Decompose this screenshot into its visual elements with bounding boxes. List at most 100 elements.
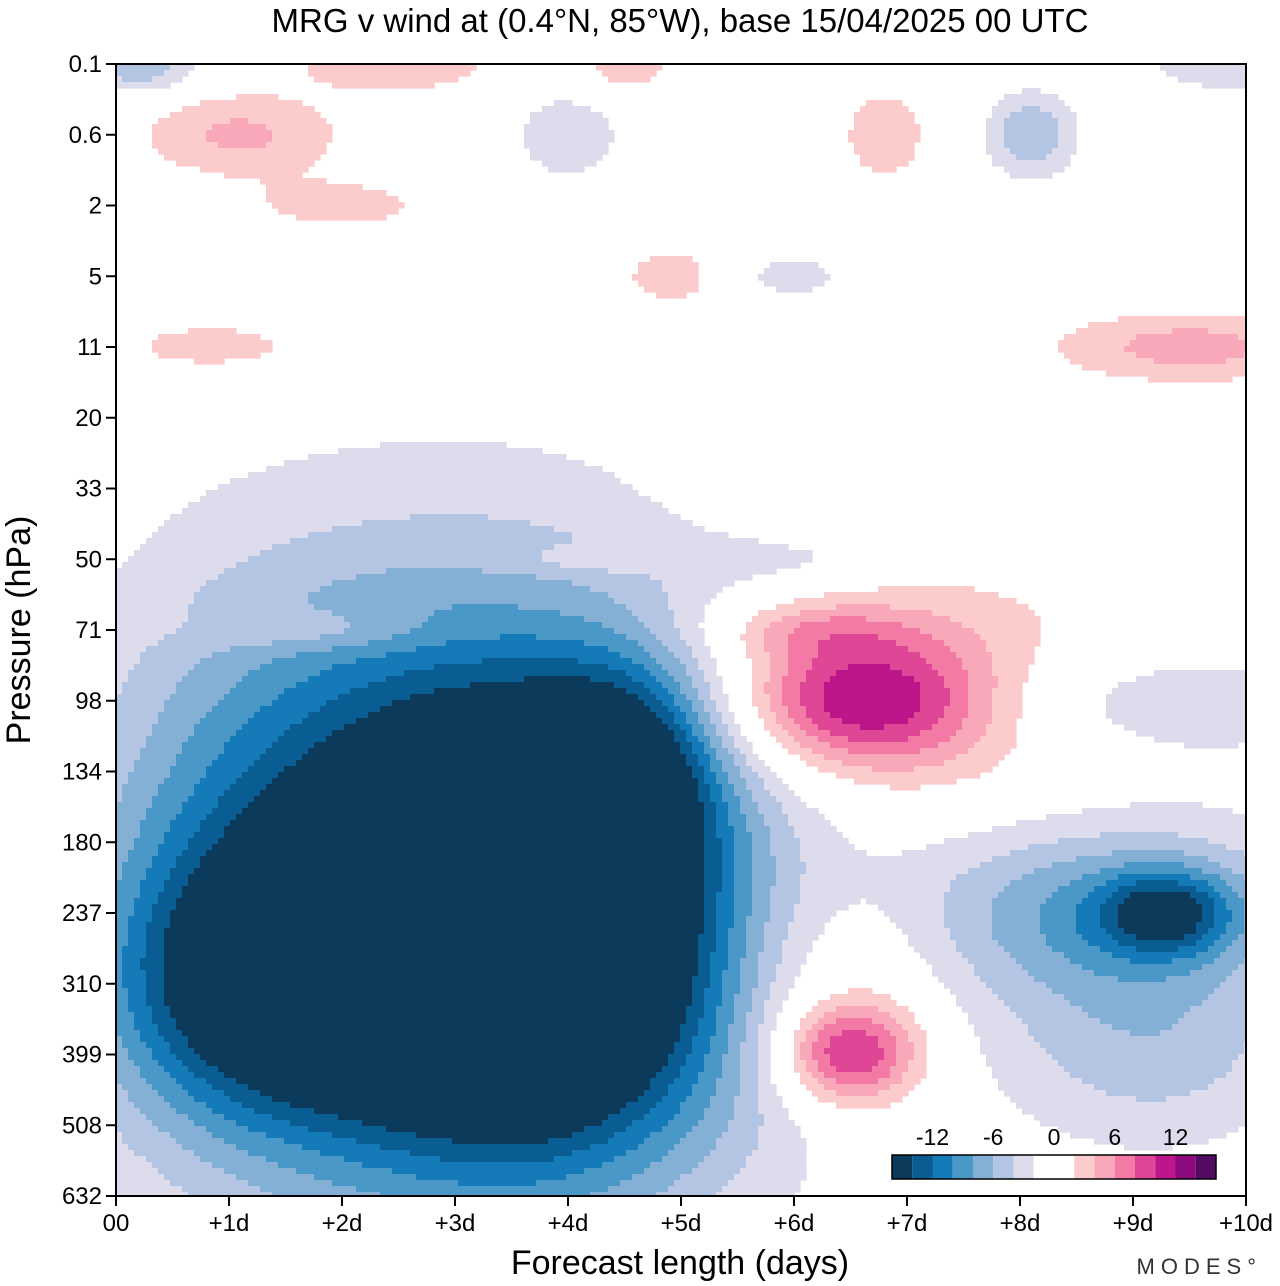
- field-cell: [134, 568, 141, 575]
- field-cell: [410, 616, 417, 623]
- field-cell: [1022, 160, 1029, 167]
- field-cell: [404, 532, 411, 539]
- field-cell: [296, 640, 303, 647]
- field-cell: [422, 454, 429, 461]
- field-cell: [272, 484, 279, 491]
- field-cell: [914, 124, 921, 131]
- field-cell: [152, 646, 159, 653]
- field-cell: [416, 532, 423, 539]
- field-cell: [452, 70, 459, 77]
- field-cell: [380, 448, 387, 455]
- field-cell: [164, 532, 171, 539]
- field-cell: [548, 616, 555, 623]
- field-cell: [752, 550, 759, 557]
- field-cell: [494, 640, 501, 647]
- field-cell: [128, 610, 135, 617]
- field-cell: [188, 136, 195, 143]
- field-cell: [572, 502, 579, 509]
- field-cell: [506, 514, 513, 521]
- field-cell: [560, 154, 567, 161]
- field-cell: [380, 622, 387, 629]
- field-cell: [890, 610, 897, 617]
- field-cell: [578, 148, 585, 155]
- field-cell: [1154, 376, 1161, 383]
- field-cell: [722, 580, 729, 587]
- field-cell: [650, 562, 657, 569]
- field-cell: [290, 550, 297, 557]
- field-cell: [206, 490, 213, 497]
- field-cell: [404, 76, 411, 83]
- field-cell: [194, 634, 201, 641]
- field-cell: [758, 550, 765, 557]
- field-cell: [620, 526, 627, 533]
- field-cell: [1064, 148, 1071, 155]
- field-cell: [440, 550, 447, 557]
- field-cell: [938, 634, 945, 641]
- field-cell: [608, 490, 615, 497]
- field-cell: [890, 598, 897, 605]
- field-cell: [152, 64, 159, 71]
- field-cell: [536, 628, 543, 635]
- field-cell: [1076, 328, 1083, 335]
- field-cell: [956, 586, 963, 593]
- field-cell: [356, 514, 363, 521]
- field-cell: [308, 130, 315, 137]
- field-cell: [398, 640, 405, 647]
- field-cell: [998, 148, 1005, 155]
- field-cell: [806, 604, 813, 611]
- field-cell: [830, 610, 837, 617]
- field-cell: [314, 538, 321, 545]
- field-cell: [356, 190, 363, 197]
- field-cell: [290, 628, 297, 635]
- field-cell: [230, 634, 237, 641]
- field-cell: [548, 106, 555, 113]
- field-cell: [542, 604, 549, 611]
- field-cell: [320, 472, 327, 479]
- field-cell: [272, 562, 279, 569]
- field-cell: [668, 538, 675, 545]
- field-cell: [338, 574, 345, 581]
- field-cell: [398, 64, 405, 71]
- field-cell: [212, 610, 219, 617]
- field-cell: [464, 598, 471, 605]
- field-cell: [422, 544, 429, 551]
- field-cell: [1058, 130, 1065, 137]
- field-cell: [278, 190, 285, 197]
- field-cell: [668, 580, 675, 587]
- field-cell: [308, 550, 315, 557]
- field-cell: [350, 508, 357, 515]
- field-cell: [512, 460, 519, 467]
- field-cell: [446, 520, 453, 527]
- field-cell: [782, 562, 789, 569]
- field-cell: [494, 646, 501, 653]
- field-cell: [212, 562, 219, 569]
- field-cell: [590, 568, 597, 575]
- field-cell: [254, 616, 261, 623]
- field-cell: [602, 514, 609, 521]
- field-cell: [434, 568, 441, 575]
- field-cell: [776, 640, 783, 647]
- field-cell: [554, 628, 561, 635]
- field-cell: [410, 574, 417, 581]
- field-cell: [686, 262, 693, 269]
- field-cell: [572, 508, 579, 515]
- field-cell: [182, 340, 189, 347]
- field-cell: [488, 550, 495, 557]
- field-cell: [230, 610, 237, 617]
- field-cell: [782, 268, 789, 275]
- field-cell: [230, 526, 237, 533]
- field-cell: [344, 610, 351, 617]
- field-cell: [326, 478, 333, 485]
- field-cell: [530, 646, 537, 653]
- field-cell: [992, 628, 999, 635]
- field-cell: [338, 508, 345, 515]
- field-cell: [902, 586, 909, 593]
- field-cell: [1220, 322, 1227, 329]
- field-cell: [350, 646, 357, 653]
- field-cell: [1028, 100, 1035, 107]
- field-cell: [956, 634, 963, 641]
- field-cell: [242, 142, 249, 149]
- field-cell: [440, 526, 447, 533]
- field-cell: [674, 292, 681, 299]
- field-cell: [1244, 364, 1246, 371]
